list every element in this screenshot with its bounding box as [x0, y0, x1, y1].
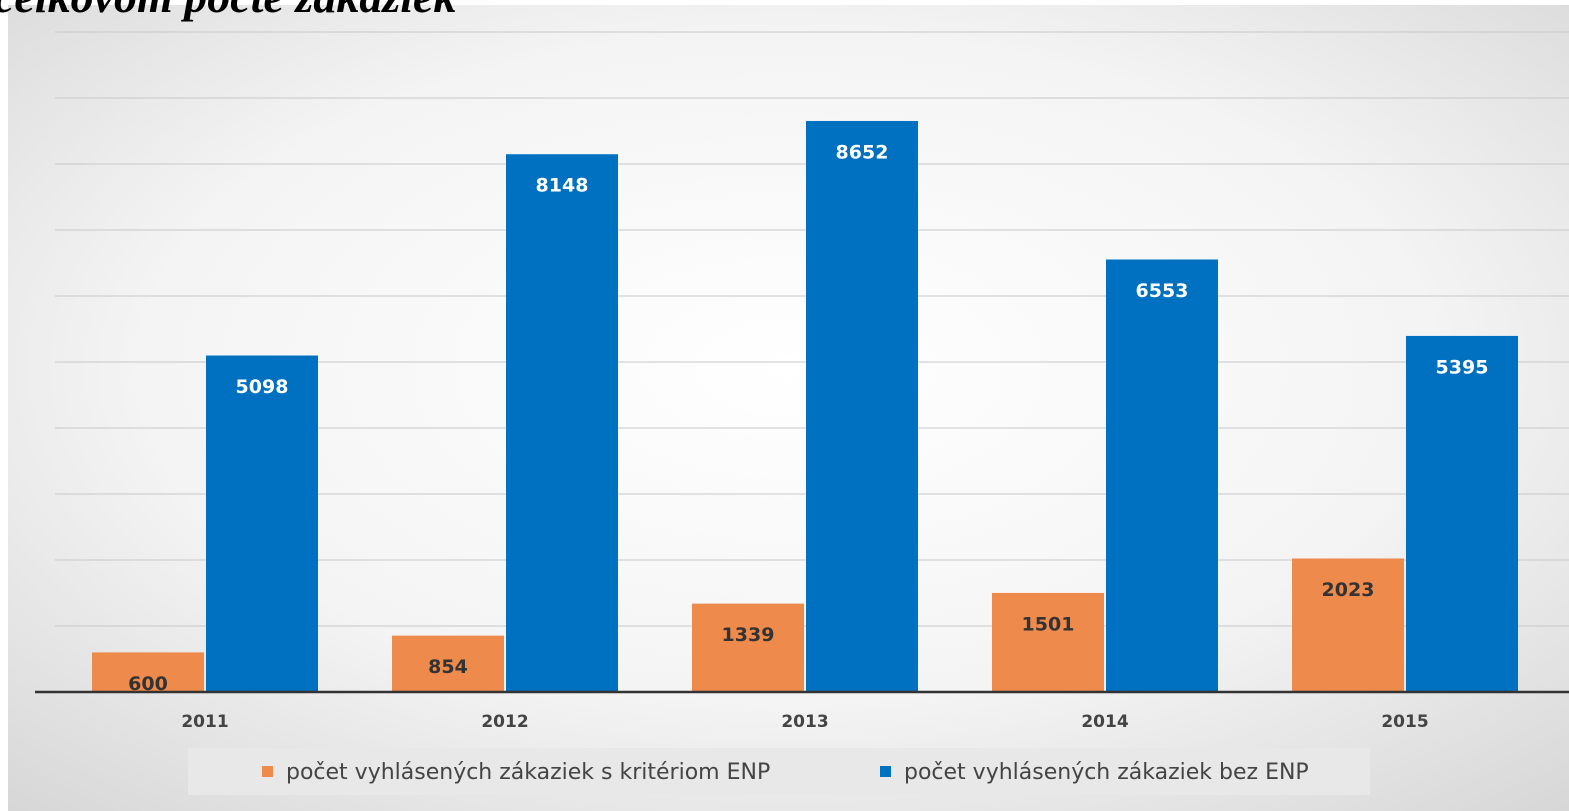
bar	[806, 120, 918, 692]
legend-swatch	[880, 766, 891, 777]
bar	[1292, 558, 1404, 692]
bar	[506, 154, 618, 692]
data-label: 600	[128, 673, 168, 695]
bar	[1106, 259, 1218, 692]
bar	[92, 652, 204, 692]
bar	[692, 603, 804, 692]
x-tick-label: 2015	[1381, 712, 1428, 732]
data-label: 8652	[836, 141, 889, 163]
data-label: 854	[428, 656, 468, 678]
x-tick-label: 2014	[1081, 712, 1128, 732]
legend-label: počet vyhlásených zákaziek bez ENP	[904, 760, 1309, 785]
legend-box	[188, 748, 1370, 795]
x-tick-label: 2013	[781, 712, 828, 732]
bar	[206, 355, 318, 692]
bar	[392, 635, 504, 692]
data-label: 1501	[1022, 613, 1075, 635]
data-label: 5098	[236, 376, 289, 398]
data-label: 2023	[1322, 579, 1375, 601]
data-label: 5395	[1436, 356, 1489, 378]
data-label: 6553	[1136, 280, 1189, 302]
x-tick-label: 2012	[481, 712, 528, 732]
legend-swatch	[262, 766, 273, 777]
bar	[992, 592, 1104, 692]
data-label: 8148	[536, 175, 589, 197]
legend-label: počet vyhlásených zákaziek s kritériom E…	[286, 760, 770, 785]
x-tick-label: 2011	[181, 712, 228, 732]
data-label: 1339	[722, 624, 775, 646]
chart-title: celkovom počte zákaziek	[0, 0, 456, 22]
bar	[1406, 335, 1518, 692]
